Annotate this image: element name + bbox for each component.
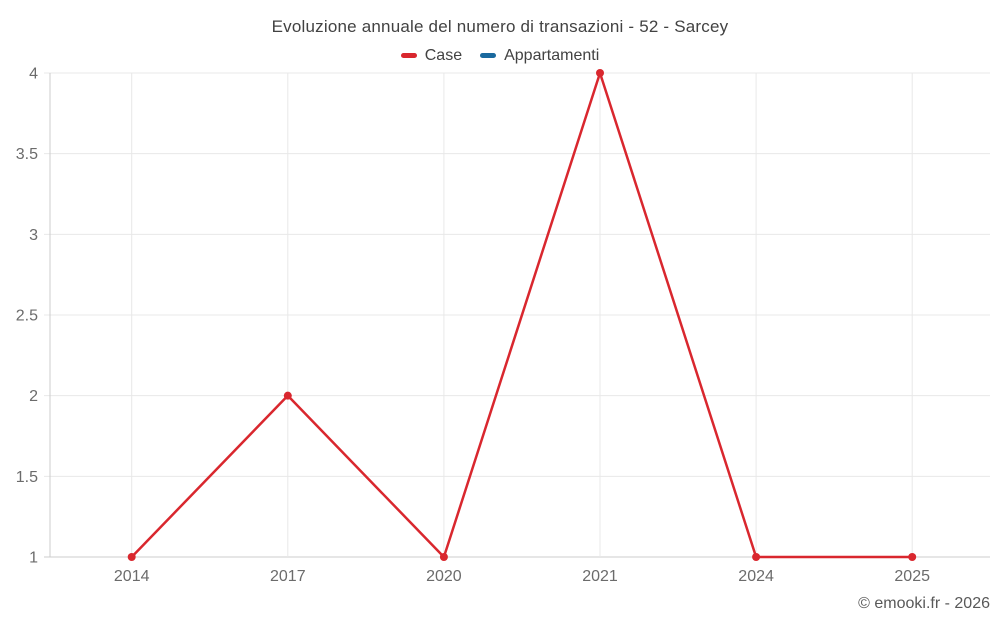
y-tick-label: 4 [29, 66, 38, 83]
legend-swatch-case [400, 53, 417, 58]
legend-item-case[interactable]: Case [400, 46, 463, 65]
legend-label: Appartamenti [504, 46, 600, 64]
chart-legend: Case Appartamenti [0, 45, 1000, 65]
data-point-case-2020 [439, 553, 448, 561]
data-point-case-2017 [283, 391, 292, 400]
chart-title: Evoluzione annuale del numero di transaz… [271, 17, 729, 36]
x-tick-label: 2014 [114, 568, 150, 585]
y-tick-label: 3 [29, 227, 38, 244]
series-line-case [130, 71, 914, 559]
data-point-case-2024 [752, 553, 761, 561]
legend-swatch-appartamenti [480, 53, 497, 58]
x-tick-label: 2017 [270, 568, 306, 585]
legend-label: Case [424, 46, 463, 64]
watermark-credit: © emooki.fr - 2026 [858, 595, 990, 612]
y-tick-label: 1.5 [16, 469, 38, 486]
y-tick-label: 2.5 [16, 308, 38, 325]
x-tick-label: 2020 [426, 568, 462, 585]
x-tick-label: 2024 [738, 568, 774, 585]
y-tick-label: 2 [29, 388, 38, 405]
data-point-case-2025 [908, 553, 917, 561]
x-tick-label: 2025 [894, 568, 930, 585]
y-tick-label: 1 [29, 550, 38, 567]
legend-item-appartamenti[interactable]: Appartamenti [480, 47, 599, 65]
y-tick-label: 3.5 [16, 146, 38, 163]
data-point-case-2021 [596, 69, 604, 77]
x-tick-label: 2021 [582, 568, 618, 585]
data-point-case-2014 [127, 553, 136, 561]
